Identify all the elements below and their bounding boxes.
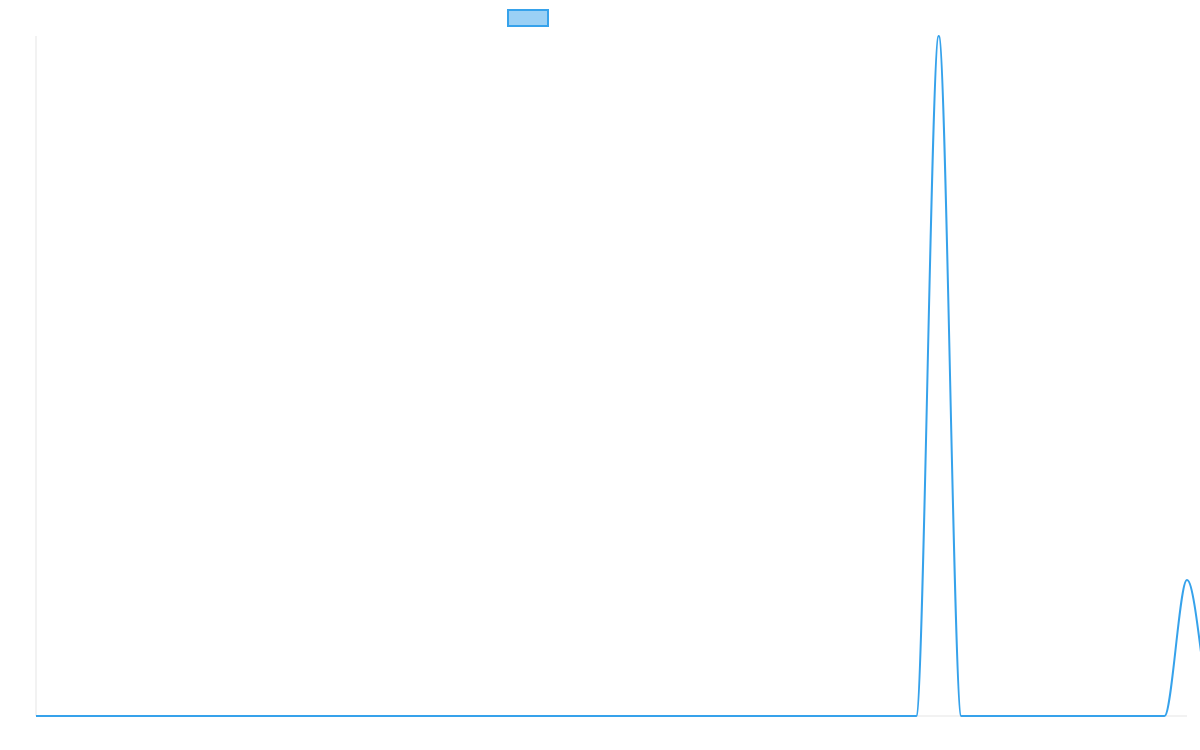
data-point[interactable] <box>33 713 39 719</box>
data-point[interactable] <box>913 713 919 719</box>
data-point[interactable] <box>1184 577 1190 583</box>
legend-swatch <box>507 9 549 27</box>
axes <box>35 36 1187 717</box>
data-point[interactable] <box>958 713 964 719</box>
legend-item[interactable] <box>507 9 549 27</box>
data-point[interactable] <box>936 33 942 39</box>
series-line-0 <box>36 34 1200 718</box>
data-point[interactable] <box>981 713 987 719</box>
series-layer <box>33 33 1200 719</box>
legend[interactable] <box>507 9 549 27</box>
data-point[interactable] <box>1161 713 1167 719</box>
